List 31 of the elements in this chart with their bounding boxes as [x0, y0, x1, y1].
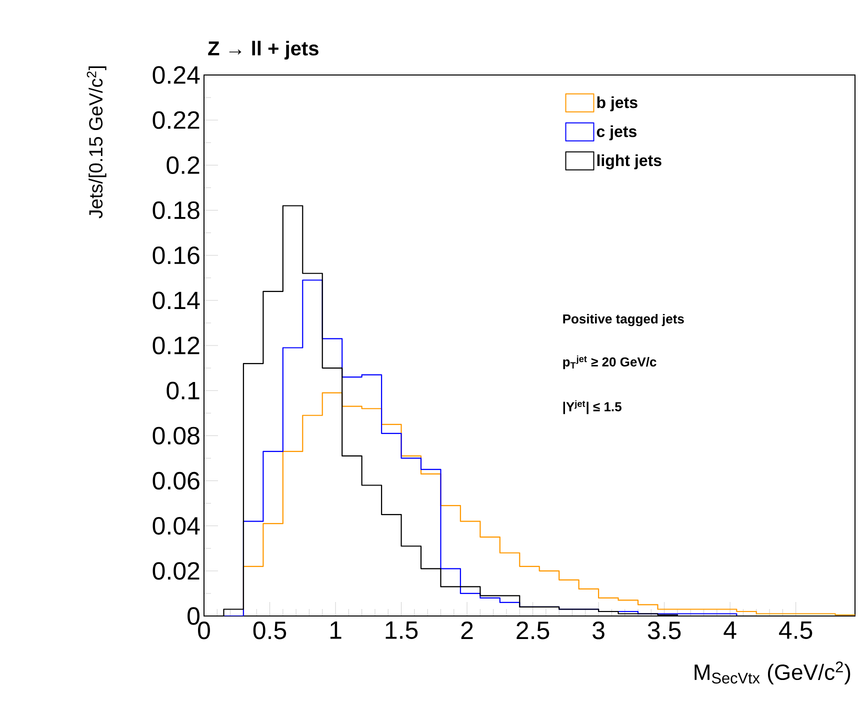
x-tick-label: 1 — [330, 622, 342, 639]
y-axis-title: Jets/[0.15 GeV/c$^{2}$] — [86, 66, 106, 218]
chart-title: Z → ll + jets — [208, 40, 318, 60]
annotation: p$_{T}$$^{jet}$ ≥ 20 GeV/c — [563, 355, 656, 370]
x-tick-label: 2.5 — [516, 622, 550, 640]
y-tick-label: 0.02 — [152, 562, 200, 580]
x-tick-label: 4 — [724, 622, 736, 639]
y-tick-label: 0.06 — [152, 472, 200, 490]
y-tick-label: 0.16 — [152, 246, 200, 264]
y-tick-label: 0.24 — [152, 66, 200, 84]
legend-label: light jets — [597, 154, 662, 170]
x-axis-title: M$_{SecVtx}$ (GeV/c$^{2}$) — [694, 662, 850, 684]
y-tick-label: 0.12 — [152, 336, 200, 354]
x-tick-label: 3.5 — [648, 622, 681, 640]
y-tick-label: 0.1 — [166, 382, 200, 400]
legend-label: c jets — [596, 125, 636, 140]
y-tick-label: 0 — [188, 607, 200, 625]
y-tick-label: 0.04 — [152, 516, 200, 535]
y-tick-label: 0.2 — [166, 156, 200, 174]
x-tick-label: 4.5 — [779, 622, 812, 639]
annotation: Positive tagged jets — [563, 314, 684, 326]
annotation: |Y$^{jet}$| ≤ 1.5 — [563, 400, 622, 414]
x-tick-label: 3 — [592, 622, 604, 640]
y-tick-label: 0.14 — [152, 292, 200, 310]
y-tick-label: 0.18 — [152, 201, 200, 220]
x-tick-label: 0.5 — [253, 622, 286, 640]
legend-label: b jets — [597, 96, 638, 112]
y-tick-label: 0.08 — [152, 426, 200, 445]
x-tick-label: 2 — [461, 622, 473, 639]
x-tick-label: 1.5 — [386, 622, 418, 639]
y-tick-label: 0.22 — [152, 111, 200, 129]
